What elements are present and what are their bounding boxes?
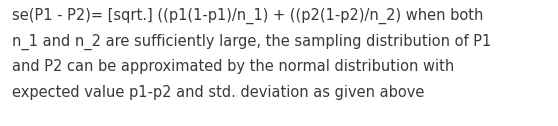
Text: and P2 can be approximated by the normal distribution with: and P2 can be approximated by the normal… <box>12 59 454 74</box>
Text: expected value p1-p2 and std. deviation as given above: expected value p1-p2 and std. deviation … <box>12 85 425 100</box>
Text: n_1 and n_2 are sufficiently large, the sampling distribution of P1: n_1 and n_2 are sufficiently large, the … <box>12 34 491 50</box>
Text: se(P1 - P2)= [sqrt.] ((p1(1-p1)/n_1) + ((p2(1-p2)/n_2) when both: se(P1 - P2)= [sqrt.] ((p1(1-p1)/n_1) + (… <box>12 8 483 24</box>
